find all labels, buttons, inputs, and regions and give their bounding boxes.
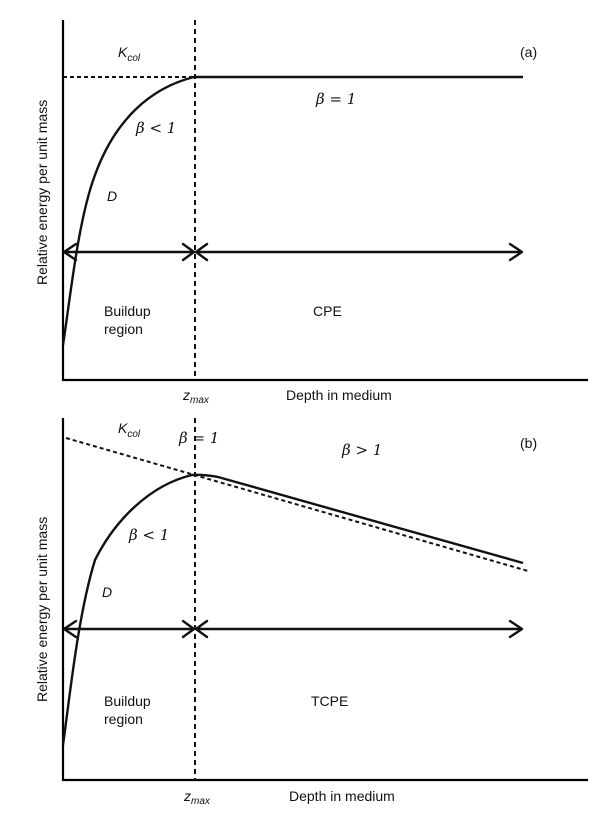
- panel-b: (b) Kcol β = 1 β > 1 β < 1 D Buildup reg…: [34, 418, 588, 807]
- panel-b-zmax-label: zmax: [183, 788, 211, 807]
- panel-b-arrowhead-left: [62, 619, 78, 639]
- panel-b-region-left-line2: region: [104, 711, 143, 727]
- panel-b-beta-less: β < 1: [128, 526, 169, 544]
- panel-a-arrowhead-mid-left: [181, 242, 196, 262]
- panel-b-beta-equal: β = 1: [178, 429, 219, 447]
- panel-b-dose-curve: [61, 473, 524, 746]
- panel-a-dose-label: D: [107, 188, 117, 204]
- panel-a-arrowhead-mid-right: [194, 242, 209, 262]
- panel-b-region-left-line1: Buildup: [104, 693, 151, 709]
- panel-a-beta-equal: β = 1: [315, 90, 356, 108]
- panel-a-xlabel: Depth in medium: [286, 387, 392, 403]
- panel-a-region-right: CPE: [313, 303, 342, 319]
- panel-b-arrowhead-mid-right: [194, 619, 209, 639]
- panel-b-arrowhead-mid-left: [181, 619, 196, 639]
- panel-a-region-left-line1: Buildup: [104, 303, 151, 319]
- panel-a-zmax-label: zmax: [182, 387, 210, 406]
- panel-a-kcol-label: Kcol: [118, 44, 141, 64]
- panel-b-region-right: TCPE: [311, 693, 348, 709]
- panel-a-region-left-line2: region: [104, 321, 143, 337]
- panel-a-dose-curve: [61, 75, 523, 346]
- panel-a-arrowhead-left: [62, 242, 78, 262]
- panel-b-xlabel: Depth in medium: [289, 788, 395, 804]
- panel-a-tag: (a): [520, 44, 537, 60]
- panel-b-arrowhead-right: [508, 619, 524, 639]
- panel-b-ylabel: Relative energy per unit mass: [34, 517, 50, 702]
- panel-a-beta-less: β < 1: [135, 119, 176, 137]
- panel-a: (a) Kcol β = 1 β < 1 D Buildup region CP…: [34, 20, 588, 406]
- panel-b-dose-label: D: [102, 584, 112, 600]
- panel-b-tag: (b): [520, 435, 537, 451]
- panel-b-kcol-label: Kcol: [118, 420, 141, 440]
- panel-b-beta-greater: β > 1: [341, 441, 382, 459]
- panel-a-ylabel: Relative energy per unit mass: [34, 100, 50, 285]
- panel-b-kcol-dashed-line: [65, 437, 529, 572]
- panel-a-arrowhead-right: [508, 242, 524, 262]
